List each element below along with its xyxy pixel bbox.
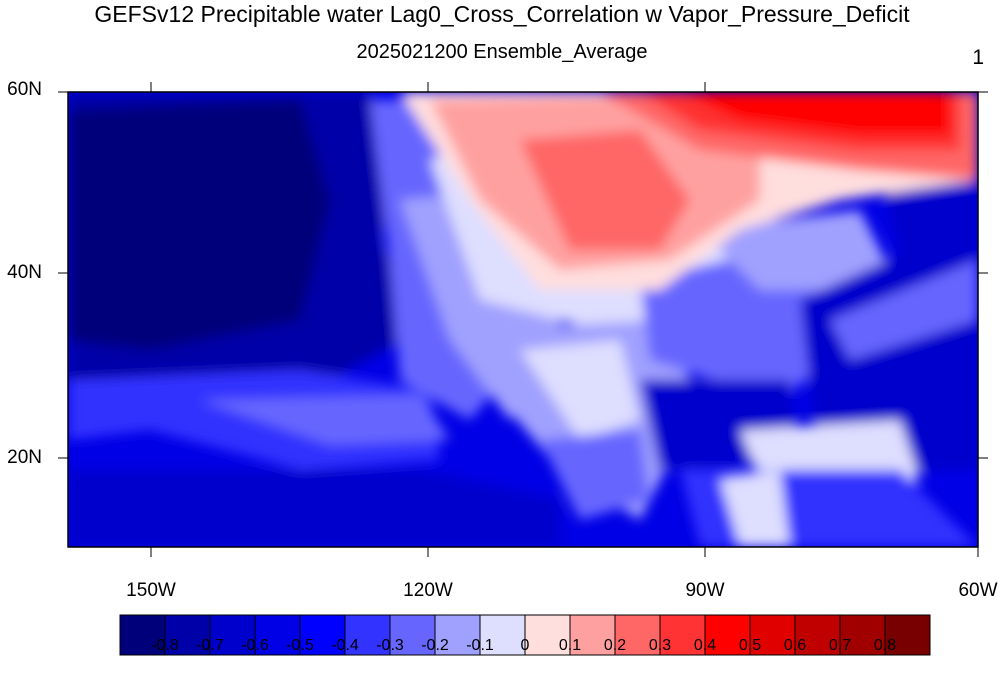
colorbar-tick-label: 0.4	[693, 637, 717, 654]
lon-label-60w: 60W	[958, 580, 998, 601]
map-frame	[67, 91, 979, 548]
colorbar-tick-label: 0.7	[828, 637, 852, 654]
colorbar-tick-label: -0.6	[241, 637, 269, 654]
colorbar-swatch	[884, 614, 931, 656]
colorbar-tick-label: 0.6	[783, 637, 807, 654]
colorbar-swatch	[749, 614, 796, 656]
colorbar-tick-label: -0.5	[286, 637, 314, 654]
colorbar-tick-label: -0.3	[376, 637, 404, 654]
colorbar-tick-label: -0.2	[421, 637, 449, 654]
lon-label-120w: 120W	[403, 580, 453, 601]
map-title: GEFSv12 Precipitable water Lag0_Cross_Co…	[94, 1, 910, 27]
corner-label: 1	[972, 46, 984, 69]
colorbar-tick-label: -0.4	[331, 637, 359, 654]
colorbar-tick-label: 0.2	[603, 637, 627, 654]
colorbar-tick-label: 0.3	[648, 637, 672, 654]
lat-label-60n: 60N	[7, 79, 42, 100]
colorbar-swatch	[164, 614, 211, 656]
lat-label-40n: 40N	[7, 262, 42, 283]
colorbar-swatch	[209, 614, 256, 656]
colorbar-tick-label: 0.5	[738, 637, 762, 654]
colorbar-swatch	[119, 614, 166, 656]
axis-ticks	[58, 82, 988, 557]
colorbar-swatch	[524, 614, 571, 656]
colorbar-swatch	[614, 614, 661, 656]
colorbar	[119, 614, 931, 656]
colorbar-swatch	[389, 614, 436, 656]
colorbar-swatch	[254, 614, 301, 656]
map-subtitle: 2025021200 Ensemble_Average	[356, 41, 648, 63]
colorbar-swatch	[299, 614, 346, 656]
correlation-field	[68, 92, 978, 547]
colorbar-swatch	[839, 614, 886, 656]
colorbar-tick-label: -0.1	[466, 637, 494, 654]
colorbar-tick-label: 0.1	[558, 637, 582, 654]
colorbar-swatch	[479, 614, 526, 656]
colorbar-swatch	[659, 614, 706, 656]
colorbar-tick-label: 0	[520, 637, 530, 654]
colorbar-swatch	[344, 614, 391, 656]
lat-label-20n: 20N	[7, 447, 42, 468]
lon-label-150w: 150W	[126, 580, 176, 601]
colorbar-tick-label: 0.8	[873, 637, 897, 654]
lon-label-90w: 90W	[685, 580, 725, 601]
colorbar-tick-label: -0.7	[196, 637, 224, 654]
colorbar-swatch	[704, 614, 751, 656]
colorbar-swatch	[794, 614, 841, 656]
colorbar-tick-label: -0.8	[151, 637, 179, 654]
